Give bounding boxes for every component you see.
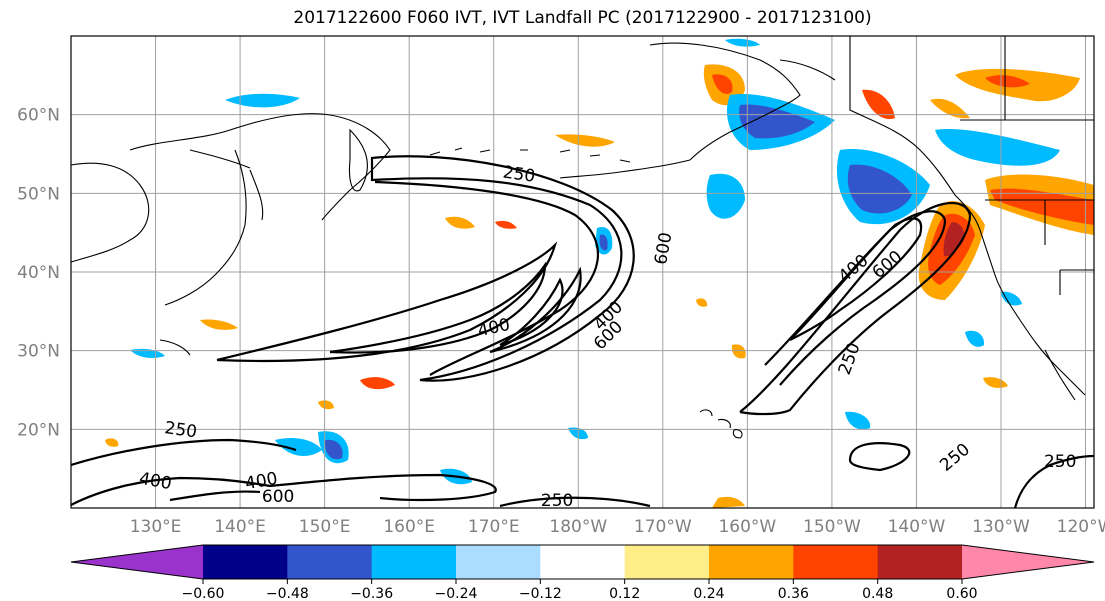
svg-text:250: 250	[501, 162, 536, 186]
lon-tick-label: 130°W	[972, 517, 1030, 537]
colorbar-bin	[709, 545, 794, 579]
lon-tick-label: 140°W	[888, 517, 946, 537]
chart-title: 2017122600 F060 IVT, IVT Landfall PC (20…	[293, 8, 872, 28]
colorbar-tick-label: −0.12	[519, 586, 562, 601]
lat-tick-labels: 20°N 30°N 40°N 50°N 60°N	[17, 106, 60, 441]
lon-tick-label: 120°W	[1057, 517, 1105, 537]
svg-text:600: 600	[262, 487, 294, 507]
lat-tick-label: 30°N	[17, 342, 60, 362]
contour-label: 250	[163, 418, 198, 442]
colorbar-extend-high	[962, 545, 1094, 579]
lat-tick-label: 20°N	[17, 420, 60, 440]
lon-tick-label: 140°E	[214, 517, 266, 537]
graticule	[71, 36, 1094, 508]
lat-tick-label: 40°N	[17, 263, 60, 283]
colorbar-tick-label: −0.60	[182, 586, 225, 601]
colorbar-bin	[371, 545, 457, 579]
colorbar-tick-label: −0.48	[266, 586, 309, 601]
colorbar-extend-low	[71, 545, 203, 579]
colorbar-tick-label: 0.12	[609, 586, 640, 601]
contour-label: 250	[501, 162, 536, 186]
colorbar-tick-label: 0.60	[946, 586, 977, 601]
colorbar-bin	[287, 545, 373, 579]
colorbar-bin	[456, 545, 541, 579]
map-frame	[70, 35, 1095, 509]
svg-text:250: 250	[1044, 452, 1076, 472]
lat-tick-label: 50°N	[17, 184, 60, 204]
lon-tick-label: 170°W	[634, 517, 692, 537]
contour-label: 250	[1044, 452, 1076, 472]
lon-tick-labels: 130°E 140°E 150°E 160°E 170°E 180°W 170°W 160°W…	[130, 517, 1105, 537]
svg-text:250: 250	[541, 491, 573, 511]
lon-tick-label: 150°E	[299, 517, 351, 537]
contour-label: 600	[262, 487, 294, 507]
colorbar-bin	[203, 545, 288, 579]
pc-shading	[105, 38, 1094, 508]
colorbar: −0.60 −0.48 −0.36 −0.24 −0.12 0.12 0.24 0.36 0.4…	[70, 544, 1095, 601]
coastlines	[71, 36, 1094, 439]
svg-text:250: 250	[163, 418, 198, 442]
lon-tick-label: 170°E	[468, 517, 520, 537]
colorbar-bin	[793, 545, 879, 579]
lon-tick-label: 130°E	[130, 517, 182, 537]
ivt-contours	[71, 155, 1094, 508]
colorbar-bin	[540, 545, 626, 579]
colorbar-tick-label: 0.24	[693, 586, 724, 601]
colorbar-tick-label: 0.48	[862, 586, 893, 601]
contour-label: 250	[541, 491, 573, 511]
colorbar-tick-label: −0.36	[350, 586, 393, 601]
colorbar-tick-label: −0.24	[435, 586, 478, 601]
lat-tick-label: 60°N	[17, 106, 60, 126]
colorbar-bin	[877, 545, 963, 579]
lon-tick-label: 150°W	[803, 517, 861, 537]
lon-tick-label: 180°W	[549, 517, 607, 537]
colorbar-bin	[624, 545, 710, 579]
colorbar-tick-label: 0.36	[778, 586, 809, 601]
lon-tick-label: 160°W	[718, 517, 776, 537]
lon-tick-label: 160°E	[383, 517, 435, 537]
